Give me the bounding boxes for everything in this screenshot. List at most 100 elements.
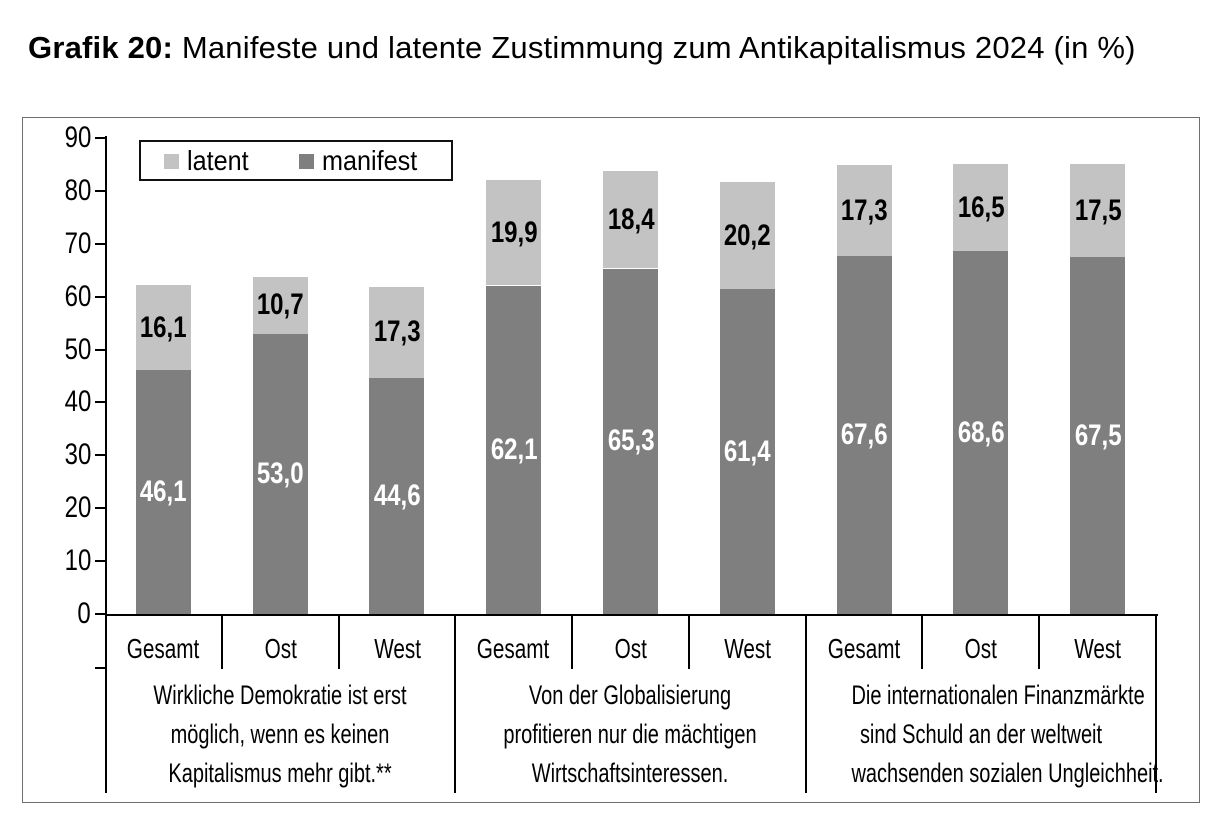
bar-segment-latent	[1070, 164, 1125, 257]
category-label: West	[689, 623, 806, 675]
y-axis-tick-label-text: 10	[64, 544, 91, 577]
bar-value-latent-text: 19,9	[490, 216, 538, 249]
category-label-text: West	[374, 633, 421, 664]
bar-segment-latent	[253, 277, 308, 334]
statement-line: profitieren nur die mächtigen	[503, 719, 757, 749]
y-axis-tick-label: 80	[23, 172, 91, 210]
category-label: West	[339, 623, 456, 675]
statement-line: Wirtschaftsinteressen.	[531, 758, 729, 788]
bar-segment-manifest	[837, 256, 892, 614]
bar-value-latent-text: 17,3	[373, 315, 421, 348]
bar-segment-manifest	[136, 370, 191, 614]
bar-segment-manifest	[253, 334, 308, 614]
bar-segment-latent	[837, 165, 892, 256]
y-axis-tick	[95, 507, 105, 509]
bar-value-latent-text: 10,7	[256, 288, 304, 321]
chart-legend: latent manifest	[139, 140, 453, 181]
bar-value-latent: 17,3	[814, 194, 914, 228]
bar-value-latent-text: 16,1	[139, 311, 187, 344]
bar-value-manifest-text: 61,4	[723, 435, 771, 468]
bar-value-latent: 19,9	[464, 216, 564, 250]
y-axis-line	[105, 136, 107, 616]
category-label: Gesamt	[806, 623, 923, 675]
category-label-text: Gesamt	[127, 633, 200, 664]
bar-value-latent-text: 18,4	[607, 203, 655, 236]
category-label-text: Gesamt	[477, 633, 550, 664]
y-axis-tick-label-text: 60	[64, 280, 91, 313]
bar-value-manifest-text: 65,3	[607, 424, 655, 457]
category-label: Gesamt	[105, 623, 222, 675]
category-label: Gesamt	[455, 623, 572, 675]
page-title: Grafik 20: Manifeste und latente Zustimm…	[28, 30, 1136, 66]
axis-group-divider	[105, 614, 107, 793]
y-axis-tick	[95, 454, 105, 456]
y-axis-tick	[95, 243, 105, 245]
legend-label-manifest: manifest	[322, 144, 418, 176]
y-axis-tick-label-text: 50	[64, 333, 91, 366]
bar-value-manifest-text: 53,0	[256, 457, 304, 490]
statement-line: Die internationalen Finanzmärkte	[851, 680, 1145, 710]
y-axis-tick	[95, 613, 105, 615]
bar-segment-manifest	[953, 251, 1008, 614]
bar-segment-manifest	[603, 269, 658, 614]
bar-segment-manifest	[720, 289, 775, 614]
y-axis-tick-label: 90	[23, 119, 91, 157]
bar-value-latent: 16,1	[113, 311, 213, 345]
bar-value-manifest-text: 68,6	[957, 416, 1005, 449]
bar-value-latent-text: 16,5	[957, 191, 1005, 224]
bar-value-manifest-text: 62,1	[490, 433, 538, 466]
axis-group-divider	[1155, 614, 1157, 793]
category-label: Ost	[572, 623, 689, 675]
bar-value-latent: 17,3	[347, 315, 447, 349]
y-axis-tick-label-text: 70	[64, 227, 91, 260]
bar-segment-manifest	[369, 378, 424, 614]
y-axis-tick-label: 60	[23, 278, 91, 316]
y-axis-tick-label: 50	[23, 331, 91, 369]
category-label-text: Ost	[264, 633, 297, 664]
axis-level-tick	[95, 667, 105, 669]
axis-category-divider	[571, 614, 573, 669]
y-axis-tick	[95, 137, 105, 139]
axis-category-divider	[921, 614, 923, 669]
bar-value-latent: 18,4	[581, 203, 681, 237]
y-axis-tick	[95, 560, 105, 562]
bar-value-manifest: 67,5	[1048, 419, 1148, 453]
category-label: Ost	[922, 623, 1039, 675]
legend-swatch-manifest-icon	[299, 154, 315, 169]
y-axis-tick	[95, 190, 105, 192]
bar-segment-latent	[486, 180, 541, 285]
axis-group-divider	[805, 614, 807, 793]
bar-value-latent: 10,7	[230, 288, 330, 322]
statement-label: Wirkliche Demokratie ist erst möglich, we…	[105, 676, 455, 793]
plot-area: 46,1 16,1 Gesamt 53,0 10,7 Ost 44,6 17,3 West Wir…	[23, 118, 1199, 802]
x-axis-line	[105, 614, 1158, 616]
category-label-text: West	[1074, 633, 1121, 664]
bar-value-latent-text: 20,2	[723, 219, 771, 252]
category-label-text: West	[724, 633, 771, 664]
bar-segment-latent	[369, 287, 424, 378]
y-axis-tick-label-text: 30	[64, 438, 91, 471]
statement-line: sind Schuld an der weltweit	[859, 719, 1103, 749]
axis-category-divider	[221, 614, 223, 669]
bar-value-latent: 20,2	[697, 219, 797, 253]
y-axis-tick-label-text: 80	[64, 174, 91, 207]
y-axis-tick-label-text: 0	[77, 597, 91, 630]
axis-category-divider	[688, 614, 690, 669]
statement-label: Die internationalen Finanzmärkte sind Sch…	[806, 676, 1164, 793]
y-axis-tick-label-text: 20	[64, 491, 91, 524]
bar-value-manifest: 44,6	[347, 479, 447, 513]
bar-segment-latent	[136, 285, 191, 370]
bar-segment-latent	[720, 182, 775, 289]
bar-value-manifest: 53,0	[230, 457, 330, 491]
y-axis-tick-label: 10	[23, 542, 91, 580]
bar-value-manifest: 65,3	[581, 424, 681, 458]
statement-line: möglich, wenn es keinen	[170, 719, 390, 749]
y-axis-tick	[95, 401, 105, 403]
legend-label-latent: latent	[186, 144, 249, 176]
bar-segment-latent	[603, 171, 658, 268]
bar-segment-manifest	[1070, 257, 1125, 614]
axis-category-divider	[1038, 614, 1040, 669]
category-label: West	[1039, 623, 1156, 675]
y-axis-tick-label: 20	[23, 489, 91, 527]
y-axis-tick	[95, 296, 105, 298]
